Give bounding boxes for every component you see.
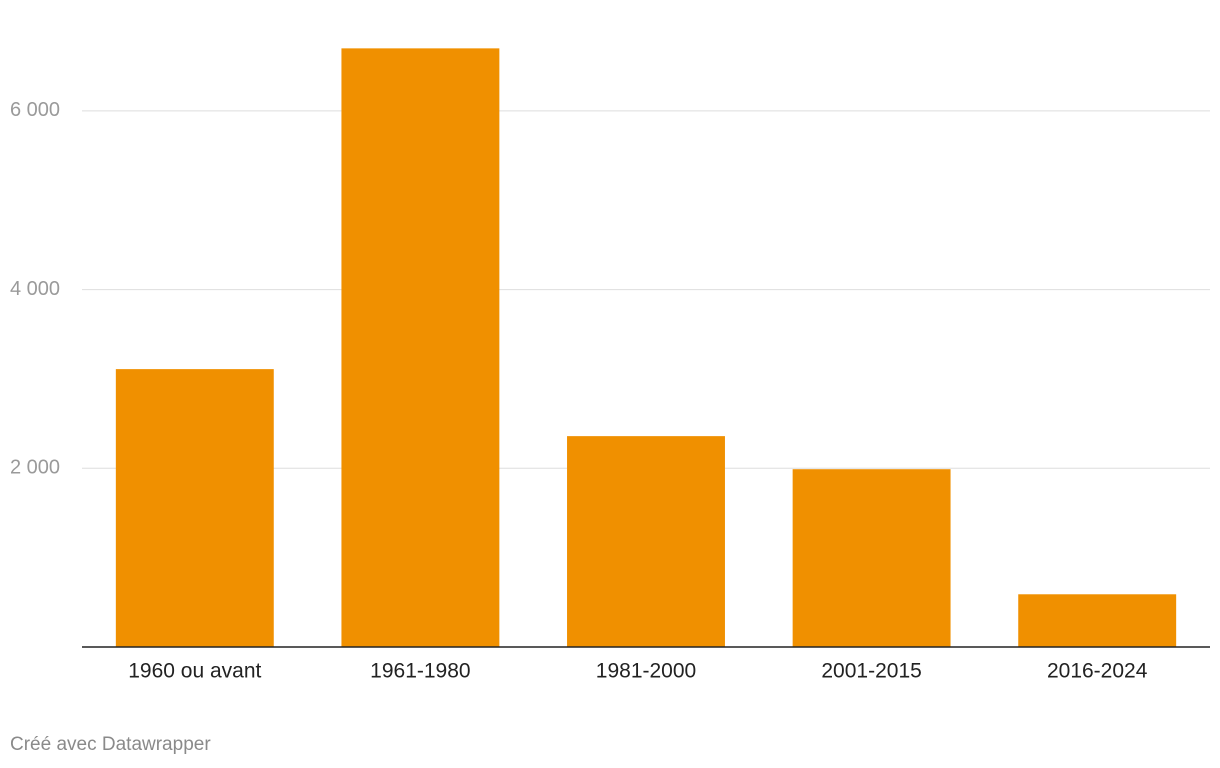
bar (115, 369, 274, 647)
bar (792, 469, 951, 647)
x-tick-label: 1960 ou avant (128, 660, 261, 683)
bar (1018, 594, 1177, 647)
y-tick-label: 6 000 (10, 99, 60, 121)
footer: Créé avec Datawrapper (10, 734, 211, 755)
bar (567, 436, 725, 647)
y-tick-label: 4 000 (10, 278, 60, 300)
x-tick-label: 1961-1980 (370, 660, 470, 683)
y-tick-label: 2 000 (10, 457, 60, 479)
x-tick-label: 1981-2000 (596, 660, 696, 683)
bar (341, 48, 500, 648)
x-tick-label: 2001-2015 (821, 660, 921, 683)
x-tick-label: 2016-2024 (1047, 660, 1148, 683)
